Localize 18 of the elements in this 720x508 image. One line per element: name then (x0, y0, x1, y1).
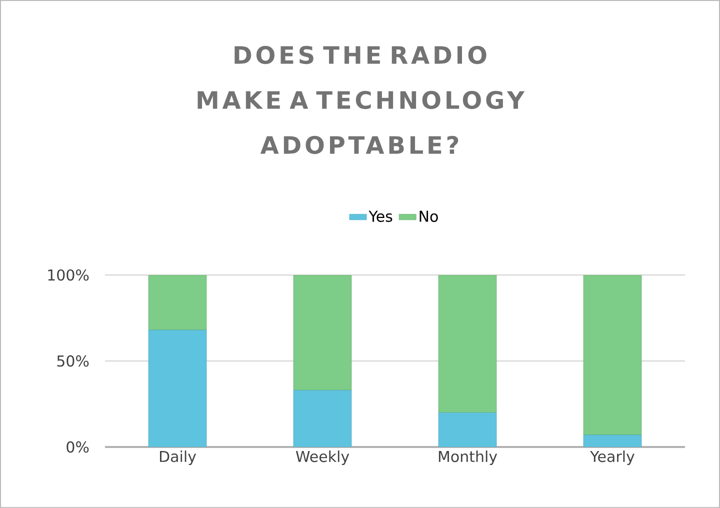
bar (293, 274, 352, 390)
bar (148, 330, 207, 447)
bar (438, 274, 497, 413)
x-tick-label: Monthly (438, 450, 498, 466)
chart-title: DOES THE RADIO MAKE A TECHNOLOGY ADOPTABLE? (198, 46, 525, 154)
bar (583, 434, 642, 447)
legend-label: No (420, 210, 438, 222)
bar (293, 390, 352, 447)
bar (438, 412, 497, 447)
y-tick-label: 0% (66, 441, 89, 453)
x-tick-label: Daily (160, 450, 196, 466)
y-tick-label: 100% (48, 269, 89, 281)
x-tick-label: Yearly (590, 450, 634, 466)
bar (583, 274, 642, 436)
y-tick-label: 50% (57, 355, 89, 367)
x-tick-label: Weekly (296, 450, 350, 466)
legend-label: Yes (368, 210, 392, 222)
bar (148, 274, 207, 330)
